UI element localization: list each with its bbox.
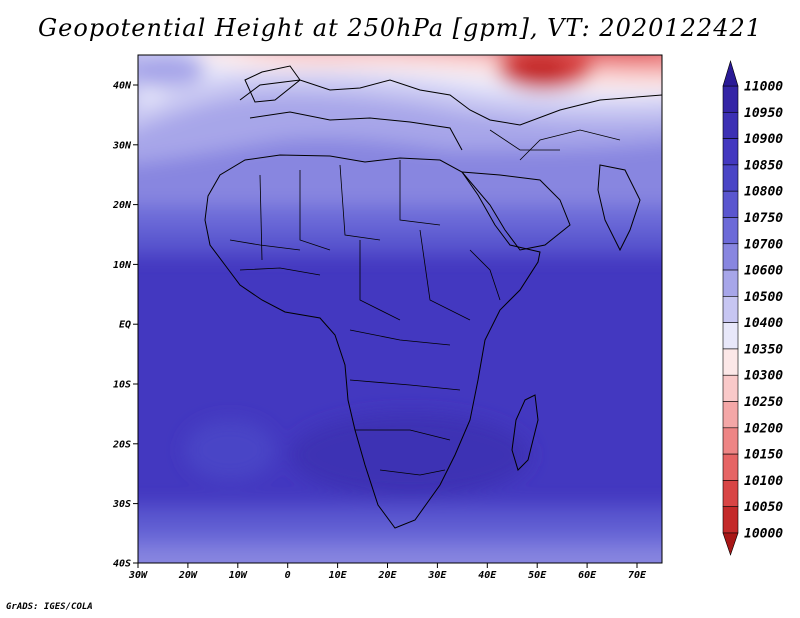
colorbar-level-label: 10400	[744, 316, 783, 331]
lon-tick-label: 0	[285, 570, 291, 581]
colorbar-segment	[722, 243, 739, 271]
lon-tick-label: 60E	[578, 570, 597, 581]
lat-tick-label: 30N	[112, 140, 132, 151]
lon-tick-label: 20W	[178, 570, 198, 581]
lon-tick-label: 30E	[427, 570, 447, 581]
africa-coastline	[204, 154, 541, 529]
colorbar-level-label: 10050	[744, 500, 783, 515]
mediterranean-coast	[249, 111, 463, 151]
madagascar-coastline	[511, 394, 539, 471]
lat-tick-label: EQ	[119, 320, 131, 331]
colorbar-level-label: 10900	[744, 132, 783, 147]
height-field	[138, 55, 662, 563]
colorbar-segment	[722, 296, 739, 323]
colorbar-level-label: 10150	[744, 448, 783, 463]
colorbar-segment	[722, 85, 739, 113]
colorbar-level-label: 10250	[744, 395, 783, 410]
iberia-coast	[244, 65, 301, 103]
colorbar-level-label: 10700	[744, 237, 783, 252]
lat-tick-label: 40N	[113, 81, 132, 92]
map-frame	[137, 54, 663, 564]
colorbar-segment	[722, 164, 739, 192]
colorbar-segment	[722, 111, 739, 139]
coastlines	[204, 65, 662, 529]
lon-tick-label: 20E	[377, 570, 397, 581]
lat-tick-label: 10S	[113, 380, 131, 391]
lat-tick-label: 10N	[113, 260, 132, 271]
colorbar-level-label: 11000	[744, 80, 783, 95]
lon-tick-label: 40E	[478, 570, 497, 581]
colorbar-segment	[722, 506, 739, 534]
colorbar-segment	[722, 348, 739, 376]
country-borders	[229, 129, 621, 476]
longitude-axis: 30W 20W 10W 0 10E 20E 30E 40E 50E 60E 70E	[128, 563, 647, 581]
lat-tick-label: 30S	[112, 499, 131, 510]
colorbar-min-arrow	[722, 532, 739, 556]
colorbar-segment	[722, 453, 739, 481]
colorbar-level-label: 10850	[744, 158, 783, 173]
latitude-axis: 40N 30N 20N 10N EQ 10S 20S 30S 40S	[112, 81, 138, 570]
lon-tick-label: 10W	[229, 570, 248, 581]
lat-tick-label: 20S	[112, 439, 131, 450]
colorbar-level-label: 10350	[744, 342, 783, 357]
colorbar-level-label: 10100	[744, 474, 783, 489]
colorbar-segment	[722, 269, 739, 297]
colorbar-segment	[722, 480, 739, 508]
colorbar-segment	[722, 190, 739, 218]
lon-tick-label: 70E	[628, 570, 647, 581]
colorbar-segment	[722, 322, 739, 350]
europe-coastline	[239, 79, 662, 126]
lat-tick-label: 20N	[112, 200, 132, 211]
colorbar-level-label: 10600	[744, 264, 783, 279]
lon-tick-label: 50E	[528, 570, 547, 581]
colorbar-level-label: 10000	[744, 527, 783, 542]
map-title: Geopotential Height at 250hPa [gpm], VT:…	[38, 14, 762, 42]
arabia-coastline	[460, 171, 571, 251]
colorbar-level-label: 10750	[744, 211, 783, 226]
colorbar-max-arrow	[722, 59, 739, 87]
credit-text: GrADS: IGES/COLA	[6, 602, 93, 612]
colorbar-segment	[722, 427, 739, 455]
colorbar-segment	[722, 138, 739, 166]
colorbar: 11000 10950 10900 10850 10800 10750 10700 10600…	[722, 59, 783, 556]
colorbar-level-label: 10300	[744, 369, 783, 384]
colorbar-segment	[722, 374, 739, 402]
lon-tick-label: 30W	[128, 570, 148, 581]
colorbar-level-label: 10950	[744, 106, 783, 121]
colorbar-level-label: 10200	[744, 421, 783, 436]
colorbar-level-label: 10800	[744, 185, 783, 200]
india-coast	[597, 164, 641, 252]
colorbar-segment	[722, 401, 739, 429]
colorbar-segment	[722, 217, 739, 245]
colorbar-level-label: 10500	[744, 290, 783, 305]
lon-tick-label: 10E	[329, 570, 348, 581]
lat-tick-label: 40S	[113, 559, 131, 570]
